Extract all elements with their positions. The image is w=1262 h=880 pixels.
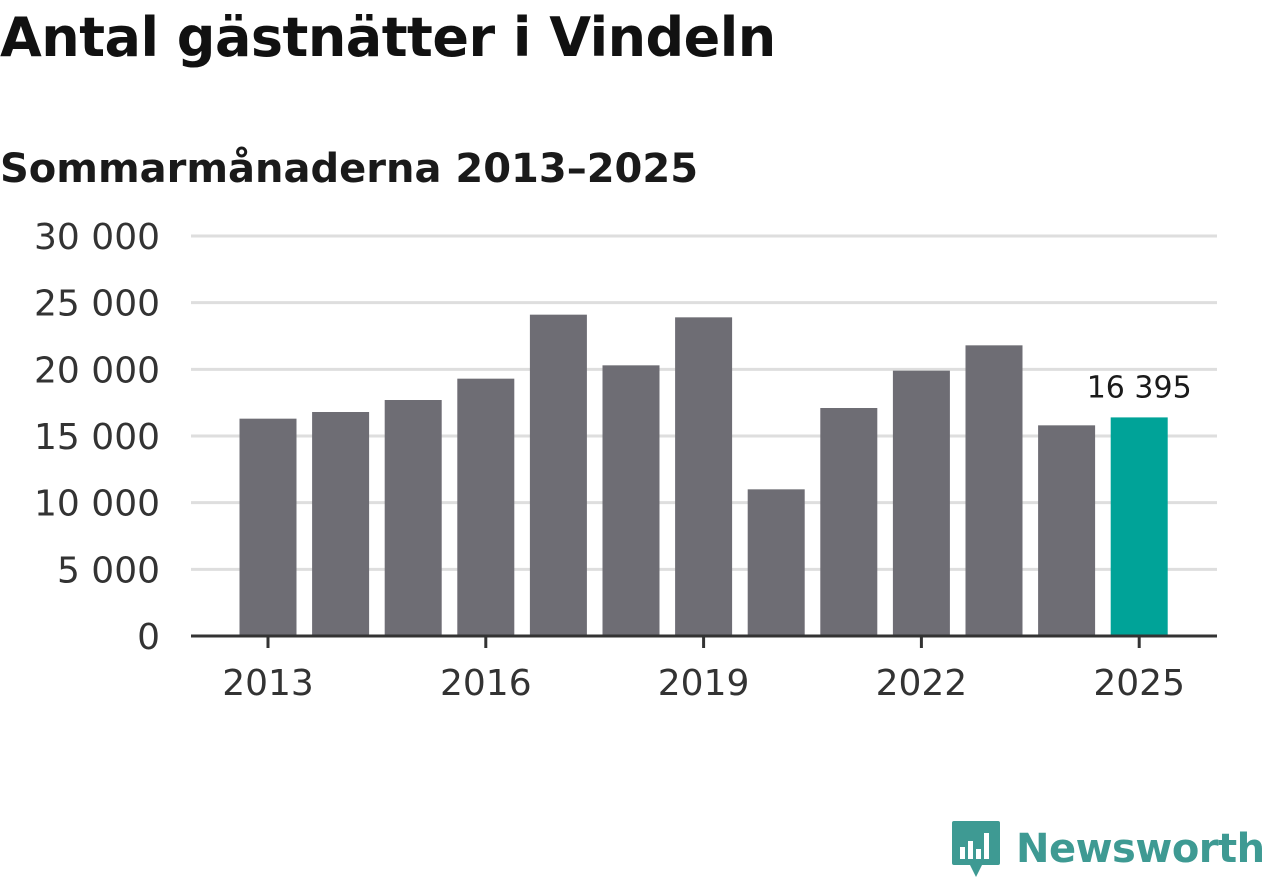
- y-tick-label: 10 000: [34, 484, 160, 525]
- bar-2013: [239, 418, 297, 636]
- y-tick-label: 20 000: [34, 350, 160, 391]
- bar-2017: [529, 314, 587, 636]
- bar-2018: [602, 365, 660, 636]
- data-label-2025: 16 395: [1087, 370, 1192, 405]
- x-tick-label: 2025: [1093, 663, 1185, 704]
- newsworthy-logo: Newsworthy: [950, 818, 1262, 880]
- logo-text: Newsworthy: [1016, 826, 1262, 872]
- bar-2020: [747, 489, 805, 636]
- y-tick-label: 25 000: [34, 284, 160, 325]
- y-tick-label: 30 000: [34, 217, 160, 258]
- bar-2023: [965, 345, 1023, 636]
- bar-2024: [1038, 425, 1096, 636]
- bar-2015: [384, 400, 442, 636]
- y-tick-label: 0: [137, 617, 160, 658]
- x-tick-label: 2022: [876, 663, 968, 704]
- x-tick-label: 2019: [658, 663, 750, 704]
- bar-chart-speech-bubble-icon: [952, 821, 1000, 877]
- chart-title: Antal gästnätter i Vindeln: [0, 6, 776, 69]
- bar-2022: [892, 370, 950, 636]
- y-tick-label: 15 000: [34, 417, 160, 458]
- bar-2019: [675, 317, 733, 636]
- bar-2014: [312, 412, 370, 636]
- bar-2016: [457, 378, 515, 636]
- chart-subtitle: Sommarmånaderna 2013–2025: [0, 146, 699, 192]
- x-tick-label: 2013: [222, 663, 314, 704]
- x-tick-label: 2016: [440, 663, 532, 704]
- bar-2025: [1110, 417, 1168, 636]
- bar-2021: [820, 408, 878, 636]
- y-tick-label: 5 000: [57, 550, 160, 591]
